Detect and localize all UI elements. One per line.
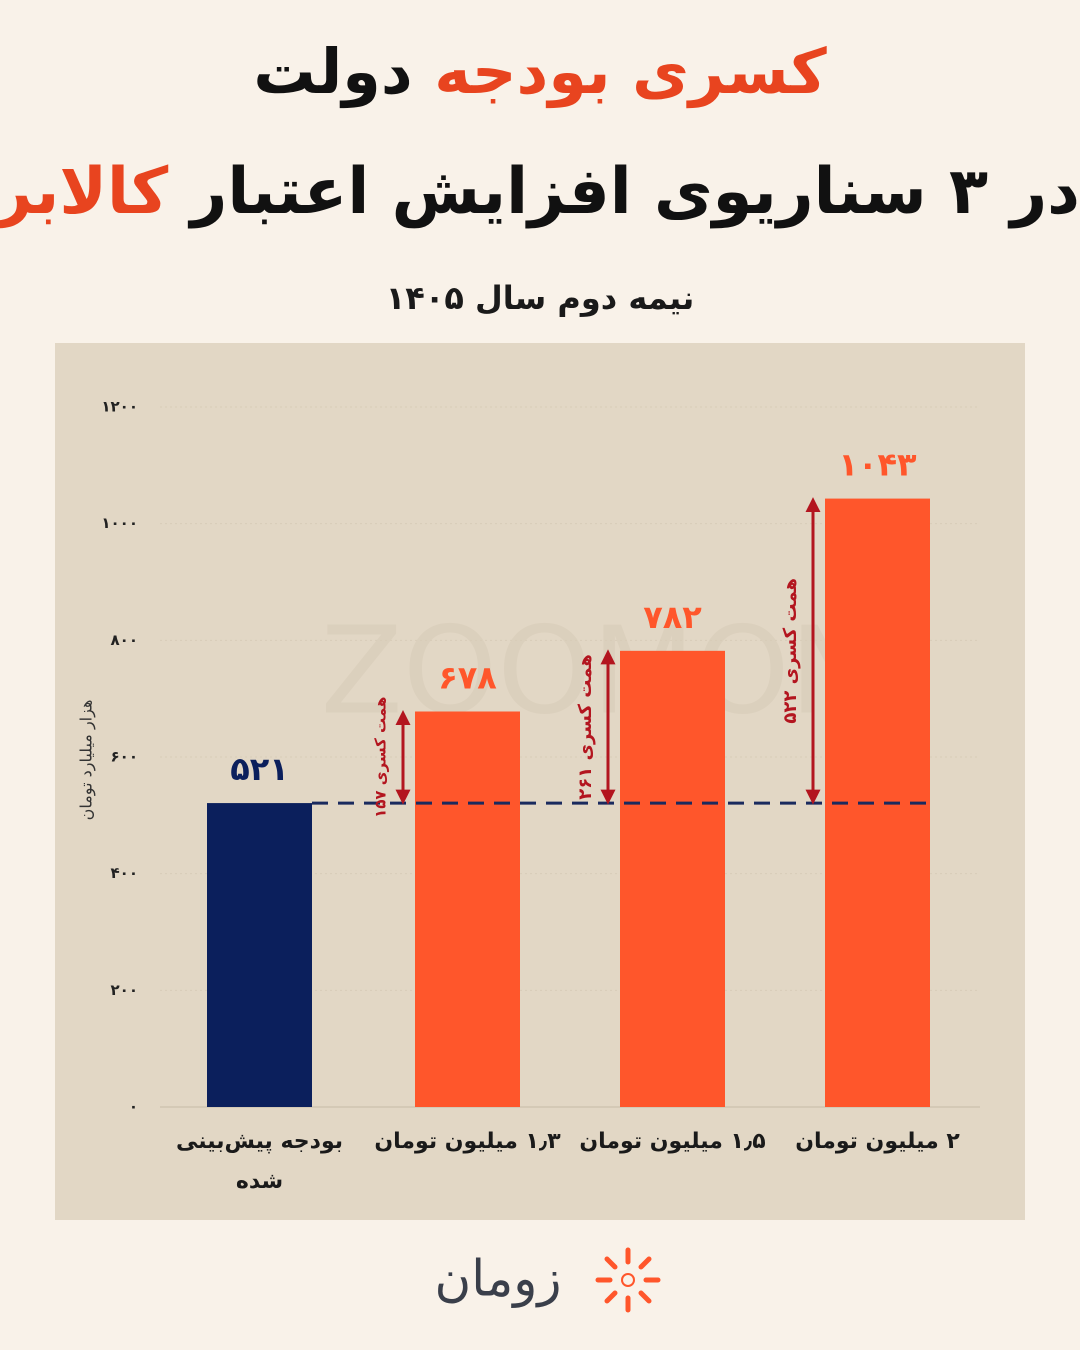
value-label: ۶۷۸ — [438, 659, 497, 697]
title-part: کالابرگ — [0, 155, 169, 229]
annotation-label: ۵۲۲ همت کسری — [780, 578, 801, 724]
y-tick-label: ۴۰۰ — [111, 864, 138, 882]
x-tick-box: ۱٫۵ میلیون تومان — [579, 1129, 766, 1154]
y-tick-label: ۰ — [129, 1098, 138, 1116]
title-line: کسری بودجه دولت — [0, 35, 1080, 108]
logo-rays — [595, 1247, 661, 1313]
logo — [595, 1247, 661, 1313]
bar — [620, 650, 725, 1107]
title-line-box: در ۳ سناریوی افزایش اعتبار کالابرگ — [0, 155, 1080, 229]
subtitle: نیمه دوم سال ۱۴۰۵ — [386, 279, 695, 317]
x-tick-box: ۱٫۳ میلیون تومان — [374, 1129, 561, 1154]
title-line: در ۳ سناریوی افزایش اعتبار کالابرگ — [0, 155, 1080, 229]
y-tick-label: ۸۰۰ — [111, 631, 138, 649]
annotation-label: ۱۵۷ همت کسری — [372, 697, 390, 818]
y-tick-label: ۲۰۰ — [111, 981, 138, 999]
y-axis-label: هزار میلیارد تومان — [77, 700, 97, 821]
x-tick-label: ۲ میلیون تومان — [795, 1129, 960, 1154]
x-tick-label: بودجه پیش‌بینی شده — [175, 1129, 344, 1194]
bar — [207, 803, 312, 1107]
logo-icon — [621, 1273, 635, 1287]
x-tick-label: ۱٫۵ میلیون تومان — [579, 1129, 766, 1154]
annotation-label: ۲۶۱ همت کسری — [575, 654, 596, 800]
y-tick-label: ۶۰۰ — [111, 748, 138, 766]
logo-text: زومان — [434, 1250, 561, 1309]
title-part: کسری بودجه — [434, 35, 827, 108]
watermark: ZOOMON — [321, 603, 880, 742]
title-part: دولت — [253, 35, 413, 108]
title-part: در ۳ سناریوی افزایش اعتبار — [190, 155, 1080, 229]
value-label: ۷۸۲ — [643, 598, 702, 636]
x-tick-label: ۱٫۳ میلیون تومان — [374, 1129, 561, 1154]
x-tick-box: بودجه پیش‌بینی شده — [175, 1129, 344, 1194]
value-label: ۱۰۴۳ — [838, 446, 917, 484]
value-label: ۵۲۱ — [230, 750, 289, 788]
bar — [415, 711, 520, 1107]
y-tick-label: ۱۰۰۰ — [101, 514, 138, 532]
x-tick-box: ۲ میلیون تومان — [795, 1129, 960, 1154]
y-tick-label: ۱۲۰۰ — [101, 398, 138, 416]
title-line-box: کسری بودجه دولت — [0, 35, 1080, 108]
